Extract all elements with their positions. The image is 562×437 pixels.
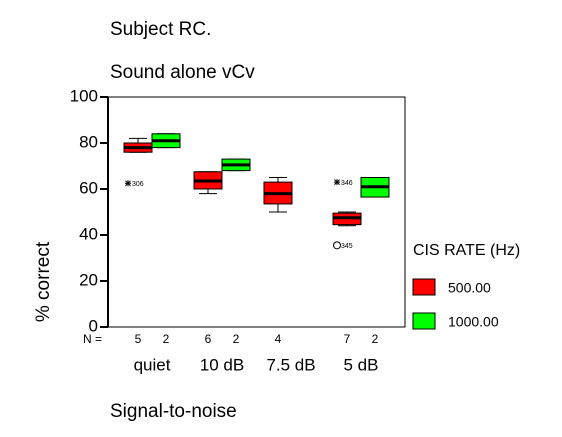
outlier (333, 241, 341, 250)
legend-swatch (412, 278, 436, 296)
n-value: 6 (205, 332, 212, 346)
y-tick-label: 0 (89, 316, 98, 335)
outlier-label: 306 (132, 181, 144, 188)
legend-title: CIS RATE (Hz) (413, 242, 520, 259)
n-value: 2 (372, 332, 379, 346)
outlier-label: 345 (341, 243, 353, 250)
x-axis-label: Signal-to-noise (110, 401, 237, 422)
y-tick-label: 100 (70, 86, 98, 105)
n-value: 7 (344, 332, 351, 346)
y-axis-label: % correct (33, 241, 54, 322)
legend-label: 500.00 (448, 280, 491, 296)
n-label: N = (83, 332, 102, 346)
outlier (334, 179, 340, 186)
legend-swatch (412, 312, 436, 330)
y-tick-label: 60 (79, 178, 98, 197)
n-value: 2 (233, 332, 240, 346)
x-tick-label: 10 dB (200, 355, 244, 374)
chart-subtitle: Sound alone vCv (110, 62, 255, 83)
x-tick-label: 7.5 dB (266, 355, 315, 374)
chart-title: Subject RC. (110, 19, 211, 40)
outlier-label: 346 (341, 180, 353, 187)
n-value: 5 (135, 332, 142, 346)
y-tick-label: 20 (79, 270, 98, 289)
n-value: 2 (163, 332, 170, 346)
y-tick-label: 80 (79, 132, 98, 151)
y-tick-label: 40 (79, 224, 98, 243)
x-tick-label: 5 dB (344, 355, 379, 374)
plot-frame (107, 96, 406, 328)
x-tick-label: quiet (134, 355, 171, 374)
outlier (125, 180, 131, 187)
legend-label: 1000.00 (448, 314, 499, 330)
n-value: 4 (275, 332, 282, 346)
